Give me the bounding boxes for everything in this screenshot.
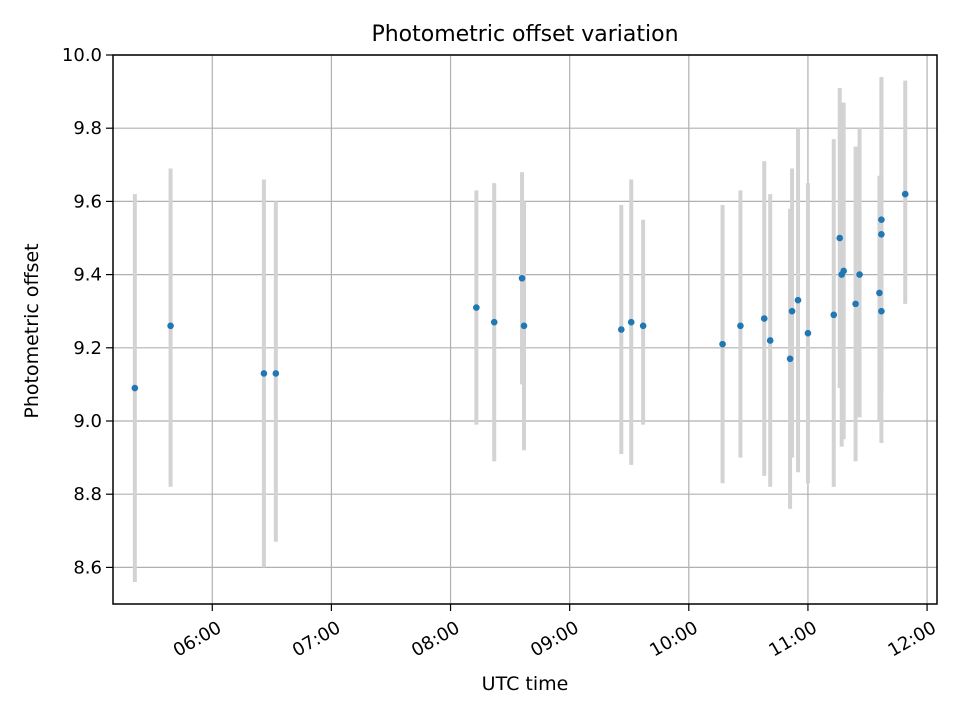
data-point bbox=[167, 322, 174, 330]
data-point bbox=[804, 329, 812, 337]
y-tick-label: 10.0 bbox=[62, 45, 102, 66]
x-tick-label: 12:00 bbox=[885, 617, 940, 661]
x-axis-label: UTC time bbox=[481, 673, 569, 695]
data-point bbox=[520, 322, 528, 330]
data-point bbox=[840, 267, 847, 275]
data-point bbox=[719, 340, 726, 348]
data-point bbox=[131, 384, 139, 392]
data-point bbox=[856, 271, 863, 278]
data-point bbox=[830, 311, 838, 319]
x-tick-label: 06:00 bbox=[170, 617, 225, 661]
y-tick-label: 9.0 bbox=[73, 411, 102, 432]
data-point bbox=[878, 231, 885, 238]
x-tick-label: 11:00 bbox=[765, 617, 820, 661]
data-point bbox=[836, 234, 844, 242]
data-point bbox=[878, 307, 885, 315]
data-point bbox=[901, 190, 909, 198]
data-point bbox=[794, 296, 802, 304]
plot-frame bbox=[112, 54, 938, 605]
data-point bbox=[473, 304, 480, 311]
data-point bbox=[852, 300, 859, 308]
data-point bbox=[272, 370, 280, 377]
y-tick-label: 9.2 bbox=[73, 338, 102, 359]
x-tick-label: 09:00 bbox=[527, 617, 582, 661]
y-tick-label: 9.4 bbox=[73, 265, 102, 286]
chart-title: Photometric offset variation bbox=[371, 22, 679, 47]
point-layer bbox=[131, 190, 909, 392]
data-point bbox=[518, 274, 526, 282]
y-tick-label: 8.8 bbox=[73, 484, 102, 505]
y-tick-label: 9.6 bbox=[73, 191, 102, 212]
data-point bbox=[260, 370, 268, 377]
data-point bbox=[788, 307, 796, 315]
data-point bbox=[737, 322, 744, 330]
errorbar-layer bbox=[132, 76, 908, 583]
data-point bbox=[876, 289, 883, 297]
x-tick-label: 10:00 bbox=[646, 617, 701, 661]
data-point bbox=[786, 355, 794, 363]
data-point bbox=[766, 337, 774, 344]
data-point bbox=[617, 326, 625, 333]
data-point bbox=[639, 322, 647, 330]
data-point bbox=[490, 318, 498, 326]
x-tick-label: 08:00 bbox=[408, 617, 463, 661]
y-tick-label: 9.8 bbox=[73, 118, 102, 139]
data-point bbox=[627, 318, 635, 326]
x-tick-label: 07:00 bbox=[289, 617, 344, 661]
data-point bbox=[878, 216, 885, 223]
data-point bbox=[760, 315, 768, 322]
y-tick-label: 8.6 bbox=[73, 557, 102, 578]
